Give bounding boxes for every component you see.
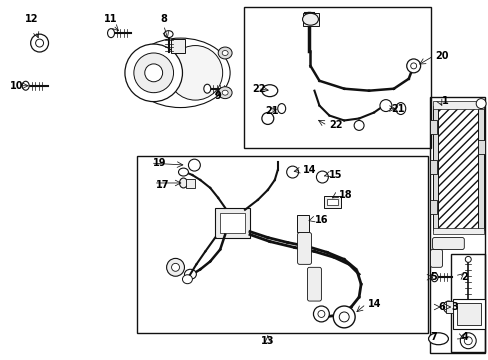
Text: 18: 18 (339, 190, 352, 200)
Text: 5: 5 (429, 272, 436, 282)
Text: 2: 2 (460, 272, 467, 282)
Ellipse shape (410, 63, 416, 69)
Bar (428, 96, 484, 353)
Ellipse shape (262, 85, 277, 96)
Bar (477, 105, 483, 230)
Text: 7: 7 (429, 332, 436, 342)
Ellipse shape (286, 166, 298, 178)
Bar (477, 140, 484, 154)
FancyBboxPatch shape (307, 267, 321, 301)
Ellipse shape (134, 53, 173, 93)
Text: 15: 15 (328, 170, 342, 180)
Text: 11: 11 (104, 14, 118, 24)
Ellipse shape (107, 29, 114, 37)
Ellipse shape (395, 103, 405, 114)
Ellipse shape (353, 121, 364, 130)
Bar (137, 156, 427, 333)
Ellipse shape (124, 44, 182, 102)
Ellipse shape (188, 159, 200, 171)
Ellipse shape (222, 90, 228, 95)
Bar (452, 299, 484, 329)
Text: 14: 14 (302, 165, 315, 175)
Ellipse shape (463, 337, 471, 345)
Ellipse shape (218, 47, 232, 59)
Bar (302, 13, 319, 26)
Bar (326, 199, 338, 205)
Bar (324, 196, 341, 208)
Bar (446, 301, 452, 313)
Bar (170, 39, 185, 53)
Bar (428, 160, 436, 174)
Bar (428, 200, 436, 214)
Text: 20: 20 (435, 51, 448, 61)
Ellipse shape (166, 258, 184, 276)
Ellipse shape (131, 38, 230, 108)
Text: 6: 6 (438, 302, 445, 312)
Ellipse shape (179, 178, 187, 188)
Bar (432, 100, 483, 109)
Ellipse shape (406, 59, 420, 73)
FancyBboxPatch shape (429, 249, 442, 267)
Bar (296, 215, 309, 231)
Text: 22: 22 (328, 121, 342, 130)
Ellipse shape (171, 264, 179, 271)
Ellipse shape (333, 306, 354, 328)
Ellipse shape (144, 64, 163, 82)
Bar (456, 303, 480, 325)
Ellipse shape (218, 87, 232, 99)
Text: 8: 8 (160, 14, 167, 24)
Ellipse shape (302, 13, 318, 25)
Text: 12: 12 (25, 14, 39, 24)
Ellipse shape (168, 46, 222, 100)
Bar (432, 105, 438, 230)
Ellipse shape (182, 275, 192, 284)
Bar (220, 213, 244, 233)
Ellipse shape (31, 34, 48, 52)
Ellipse shape (22, 81, 29, 90)
Ellipse shape (464, 256, 470, 262)
Ellipse shape (36, 39, 43, 47)
Text: 16: 16 (314, 215, 327, 225)
Ellipse shape (178, 168, 188, 176)
Text: 10: 10 (10, 81, 23, 91)
Ellipse shape (222, 50, 228, 55)
Bar (436, 105, 479, 230)
Bar (186, 179, 195, 188)
Text: 1: 1 (441, 96, 447, 105)
Ellipse shape (339, 312, 348, 322)
Ellipse shape (316, 171, 327, 183)
Ellipse shape (262, 113, 273, 125)
Ellipse shape (184, 269, 196, 279)
Bar (432, 228, 483, 234)
Text: 19: 19 (152, 158, 166, 168)
Ellipse shape (277, 104, 285, 113)
Ellipse shape (475, 99, 485, 109)
Ellipse shape (164, 31, 173, 37)
Text: 21: 21 (390, 104, 404, 113)
Text: 22: 22 (251, 84, 265, 94)
Bar (428, 121, 436, 134)
Ellipse shape (459, 333, 475, 349)
Text: 14: 14 (367, 299, 381, 309)
Ellipse shape (379, 100, 391, 112)
Bar (215, 208, 249, 238)
Ellipse shape (430, 273, 437, 282)
Bar (450, 255, 484, 352)
Text: 9: 9 (214, 91, 221, 101)
Text: 21: 21 (264, 105, 278, 116)
Ellipse shape (427, 333, 447, 345)
Ellipse shape (443, 301, 452, 313)
Bar (244, 7, 429, 148)
Ellipse shape (313, 306, 328, 322)
Text: 3: 3 (450, 302, 457, 312)
FancyBboxPatch shape (432, 238, 463, 249)
Text: 17: 17 (155, 180, 169, 190)
Ellipse shape (203, 84, 210, 93)
Text: 4: 4 (460, 332, 467, 342)
Text: 13: 13 (261, 336, 274, 346)
FancyBboxPatch shape (297, 233, 311, 264)
Ellipse shape (317, 310, 324, 318)
